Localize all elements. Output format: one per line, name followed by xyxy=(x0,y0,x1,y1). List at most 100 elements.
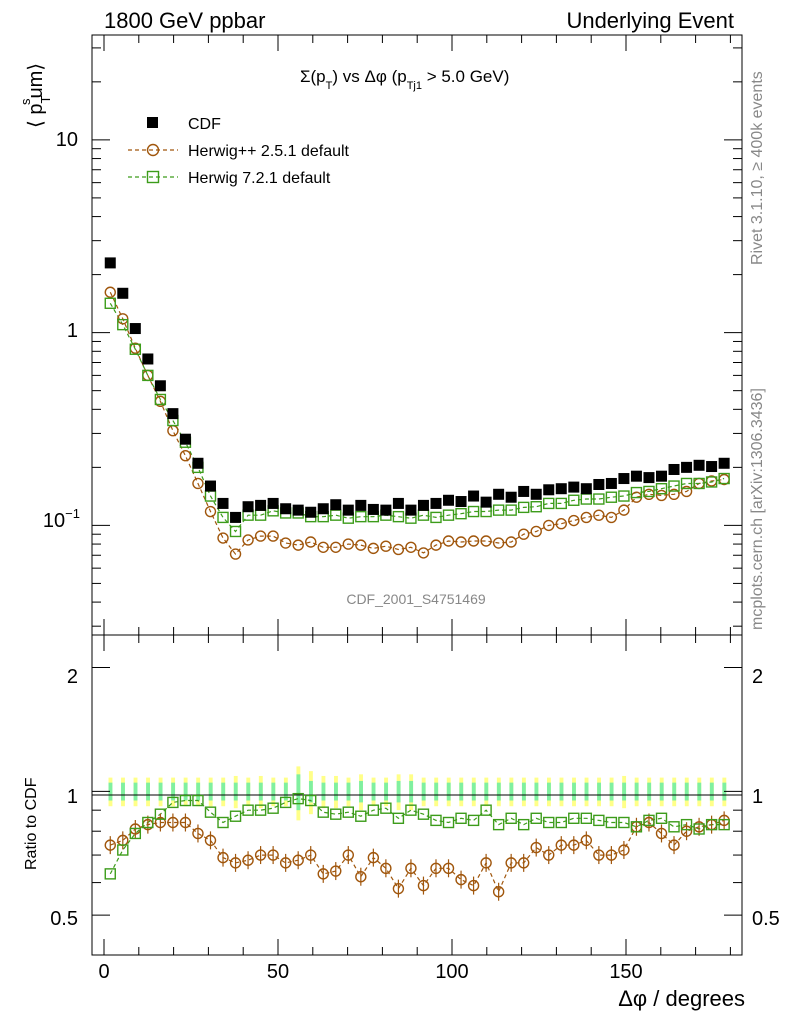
cdf-main-point xyxy=(267,497,279,509)
herwig7-main-point xyxy=(430,511,442,524)
ratio-band-inner xyxy=(359,780,363,803)
ratio-band-inner xyxy=(446,782,451,801)
cdf-main-point xyxy=(392,497,404,509)
cdf-main-point xyxy=(217,497,229,509)
herwigpp-ratio-point xyxy=(305,849,317,861)
cdf-main-point xyxy=(455,496,467,508)
herwig7-main-point xyxy=(605,491,618,503)
cdf-main-point xyxy=(204,480,216,492)
herwigpp-main-point xyxy=(267,530,279,542)
watermark: CDF_2001_S4751469 xyxy=(346,591,486,607)
ytick-label-10: 10 xyxy=(56,129,78,151)
ratio-band-inner xyxy=(471,782,476,801)
herwig7-ratio-point xyxy=(380,802,392,814)
ratio-band-inner xyxy=(283,782,288,801)
cdf-main-point xyxy=(618,473,630,485)
legend-marker-herwigpp xyxy=(146,143,160,157)
ratio-band-inner xyxy=(697,782,702,801)
legend: CDF Herwig++ 2.5.1 default Herwig 7.2.1 … xyxy=(128,116,350,187)
xtick-label-50: 50 xyxy=(267,961,289,983)
herwig7-ratio-point xyxy=(530,812,542,824)
herwig7-ratio-point xyxy=(543,816,555,829)
herwigpp-ratio-point xyxy=(543,849,555,861)
ratio-ylabel: Ratio to CDF xyxy=(23,777,40,870)
herwigpp-ratio-line xyxy=(110,819,725,894)
ratio-panel: Ratio to CDF 2 1 0.5 2 1 0.5 xyxy=(23,634,780,956)
herwig7-main-point xyxy=(680,477,693,490)
herwig7-main-point xyxy=(117,318,129,331)
mcplots-label: mcplots.cern.ch [arXiv:1306.3436] xyxy=(749,388,766,630)
cdf-main-point xyxy=(568,481,580,493)
herwig7-ratio-point xyxy=(718,818,730,831)
herwigpp-main-point xyxy=(580,511,593,524)
herwigpp-ratio-point xyxy=(229,857,242,869)
herwig7-main-point xyxy=(705,476,718,488)
herwigpp-ratio-point xyxy=(292,854,304,866)
ratio-axis-ticks xyxy=(92,635,742,956)
herwigpp-ratio-point xyxy=(480,857,492,869)
herwigpp-ratio-point xyxy=(154,816,167,829)
herwig7-main-point xyxy=(392,510,405,523)
herwig7-ratio-point xyxy=(104,868,116,880)
ratio-band-inner xyxy=(108,782,113,801)
cdf-main-point xyxy=(305,506,317,518)
cdf-main-point xyxy=(417,499,429,511)
herwig7-ratio-point xyxy=(342,806,354,818)
cdf-main-point xyxy=(230,511,242,523)
herwig7-main-line xyxy=(109,302,725,533)
ytick-label-0.1: 10−1 xyxy=(43,506,80,532)
cdf-main-point xyxy=(280,503,292,515)
ratio-band-inner xyxy=(146,782,150,801)
ratio-ytick-label-1-left: 1 xyxy=(67,786,78,808)
herwig7-ratio-point xyxy=(355,810,367,822)
herwig7-ratio-point xyxy=(555,816,567,829)
x-axis-label: Δφ / degrees xyxy=(618,986,745,1011)
legend-marker-cdf xyxy=(147,117,158,128)
herwig7-ratio-point xyxy=(605,816,618,829)
ratio-ytick-label-0.5-left: 0.5 xyxy=(50,908,78,930)
herwigpp-ratio-point xyxy=(417,879,430,892)
herwigpp-main-point xyxy=(467,535,480,547)
herwig7-main-point xyxy=(442,509,455,521)
ratio-band-inner xyxy=(484,782,489,801)
ratio-band-inner xyxy=(672,782,677,801)
herwig7-ratio-point xyxy=(367,804,380,816)
ratio-band-inner xyxy=(572,782,576,801)
herwig7-ratio-point xyxy=(593,814,605,827)
herwigpp-main-point xyxy=(505,536,517,548)
ratio-band-inner xyxy=(221,782,226,801)
cdf-main-point xyxy=(255,499,267,511)
main-ylabel: ⟨ pTsum⟩ xyxy=(18,63,53,128)
herwig7-main-point xyxy=(718,472,730,485)
ratio-band-inner xyxy=(258,782,263,801)
herwig7-ratio-point xyxy=(117,844,129,856)
herwig7-ratio-line xyxy=(109,797,725,875)
cdf-main-point xyxy=(493,488,505,500)
herwig7-main-point xyxy=(555,497,567,510)
herwig7-ratio-point xyxy=(517,818,530,831)
ratio-band-inner xyxy=(121,782,125,801)
legend-label-herwigpp: Herwig++ 2.5.1 default xyxy=(188,143,350,160)
herwig7-main-point xyxy=(355,510,367,523)
cdf-main-point xyxy=(355,499,367,511)
herwigpp-main-point xyxy=(242,534,254,546)
herwig7-main-point xyxy=(129,343,142,355)
herwigpp-main-line xyxy=(109,291,725,556)
herwigpp-ratio-point xyxy=(267,849,279,861)
herwigpp-ratio-point xyxy=(167,816,179,829)
herwigpp-main-point xyxy=(543,519,555,532)
cdf-main-point xyxy=(367,503,379,515)
herwig7-ratio-point xyxy=(680,818,693,831)
herwigpp-main-point xyxy=(530,525,542,538)
herwig7-ratio-point xyxy=(643,814,655,827)
herwig7-main-point xyxy=(417,509,430,521)
herwigpp-ratio-point xyxy=(367,851,380,864)
herwig7-ratio-point xyxy=(204,806,217,818)
xtick-label-100: 100 xyxy=(435,961,468,983)
herwigpp-ratio-point xyxy=(279,857,292,869)
herwig7-main-point xyxy=(668,480,680,492)
herwigpp-ratio-point xyxy=(192,827,204,840)
herwig7-ratio-point xyxy=(392,812,405,824)
herwigpp-ratio-point xyxy=(680,825,693,837)
cdf-main-point xyxy=(192,457,204,469)
